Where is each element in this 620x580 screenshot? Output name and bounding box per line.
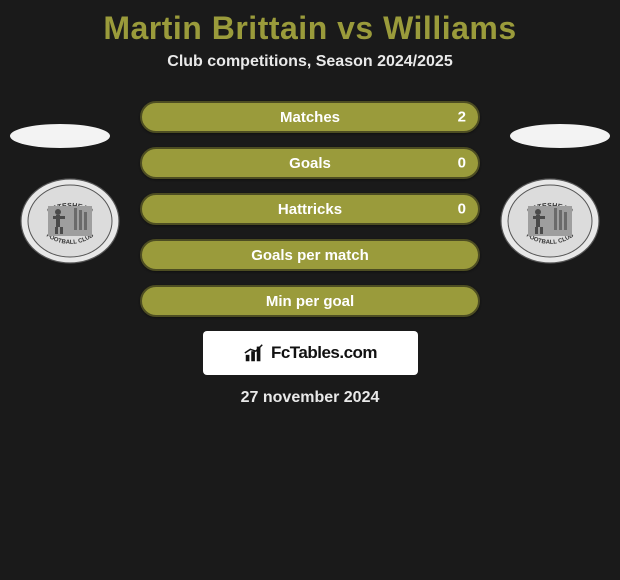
- stat-row-hattricks: Hattricks 0: [140, 193, 480, 225]
- stat-label: Hattricks: [278, 201, 342, 218]
- player-marker-left: [10, 124, 110, 148]
- stat-value-right: 2: [458, 109, 466, 126]
- stat-label: Goals per match: [251, 247, 369, 264]
- page-title: Martin Brittain vs Williams: [0, 10, 620, 47]
- stat-row-goals: Goals 0: [140, 147, 480, 179]
- stat-row-goals-per-match: Goals per match: [140, 239, 480, 271]
- bar-chart-icon: [243, 342, 265, 364]
- player-marker-right: [510, 124, 610, 148]
- stat-row-min-per-goal: Min per goal: [140, 285, 480, 317]
- logo-text: FcTables.com: [271, 343, 377, 363]
- club-badge-left: GATESHEAD FOOTBALL CLUB: [20, 178, 120, 264]
- stat-value-right: 0: [458, 155, 466, 172]
- date-text: 27 november 2024: [0, 389, 620, 407]
- subtitle: Club competitions, Season 2024/2025: [0, 53, 620, 71]
- stat-value-right: 0: [458, 201, 466, 218]
- stat-label: Matches: [280, 109, 340, 126]
- stat-row-matches: Matches 2: [140, 101, 480, 133]
- club-badge-right: GATESHEAD FOOTBALL CLUB: [500, 178, 600, 264]
- stat-label: Goals: [289, 155, 331, 172]
- stat-label: Min per goal: [266, 293, 354, 310]
- fctables-logo-link[interactable]: FcTables.com: [203, 331, 418, 375]
- stats-list: Matches 2 Goals 0 Hattricks 0 Goals per …: [140, 101, 480, 317]
